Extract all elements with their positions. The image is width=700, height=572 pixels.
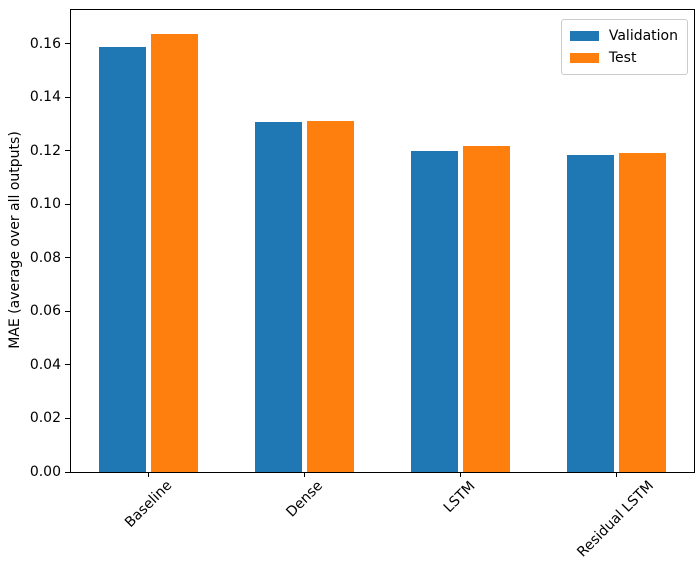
- plot-area: 0.000.020.040.060.080.100.120.140.16 Bas…: [70, 9, 695, 473]
- bar-validation-baseline: [99, 47, 146, 472]
- y-tick-label: 0.16: [5, 35, 61, 53]
- bar-validation-residual-lstm: [567, 155, 614, 472]
- x-tick-mark: [304, 472, 305, 477]
- y-tick-mark: [65, 257, 70, 258]
- legend-swatch-icon: [570, 31, 599, 41]
- y-tick-mark: [65, 97, 70, 98]
- y-tick-mark: [65, 43, 70, 44]
- y-tick-mark: [65, 311, 70, 312]
- y-tick-label: 0.02: [5, 409, 61, 427]
- y-tick-mark: [65, 472, 70, 473]
- legend-item-test: Test: [570, 47, 678, 69]
- bar-test-lstm: [463, 146, 510, 472]
- y-tick-label: 0.12: [5, 142, 61, 160]
- legend-item-validation: Validation: [570, 25, 678, 47]
- x-tick-mark: [148, 472, 149, 477]
- y-tick-mark: [65, 364, 70, 365]
- bar-validation-lstm: [411, 151, 458, 472]
- bar-validation-dense: [255, 122, 302, 472]
- y-tick-label: 0.14: [5, 88, 61, 106]
- legend-swatch-icon: [570, 53, 599, 63]
- y-tick-mark: [65, 418, 70, 419]
- x-tick-label: Dense: [283, 478, 326, 521]
- x-tick-label: LSTM: [441, 478, 479, 516]
- x-tick-mark: [616, 472, 617, 477]
- legend-label: Test: [609, 50, 637, 66]
- y-tick-label: 0.00: [5, 463, 61, 481]
- bar-test-baseline: [151, 34, 198, 472]
- y-tick-label: 0.04: [5, 356, 61, 374]
- bar-test-dense: [307, 121, 354, 472]
- x-tick-mark: [460, 472, 461, 477]
- x-tick-label: Residual LSTM: [574, 478, 657, 561]
- x-tick-label: Baseline: [122, 478, 176, 532]
- y-tick-mark: [65, 150, 70, 151]
- figure: MAE (average over all outputs) 0.000.020…: [0, 0, 700, 572]
- y-tick-mark: [65, 204, 70, 205]
- y-tick-label: 0.10: [5, 195, 61, 213]
- legend: Validation Test: [561, 19, 688, 75]
- legend-label: Validation: [609, 28, 678, 44]
- y-tick-label: 0.06: [5, 302, 61, 320]
- bar-test-residual-lstm: [619, 153, 666, 472]
- y-tick-label: 0.08: [5, 249, 61, 267]
